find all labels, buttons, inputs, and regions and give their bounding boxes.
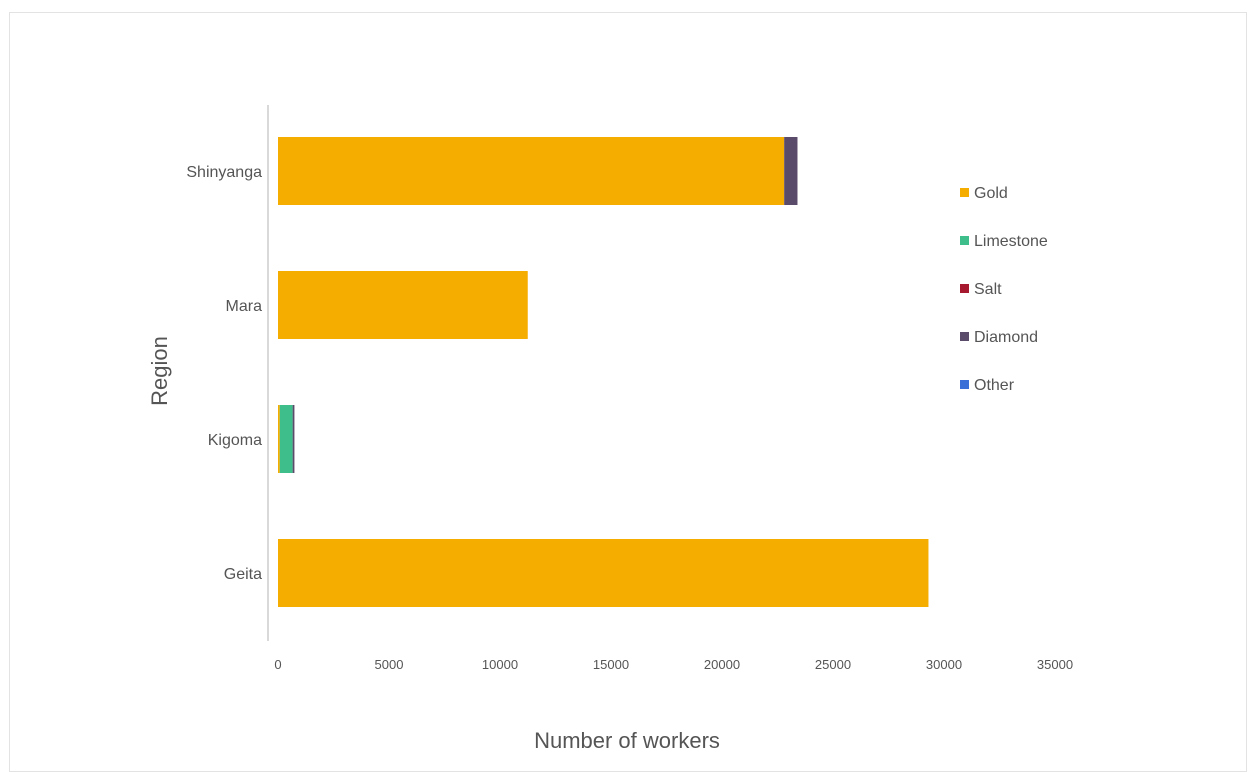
legend-swatch-diamond bbox=[960, 332, 969, 341]
y-axis-title: Region bbox=[147, 336, 172, 406]
legend-swatch-salt bbox=[960, 284, 969, 293]
legend-swatch-gold bbox=[960, 188, 969, 197]
x-tick-label: 30000 bbox=[926, 657, 962, 672]
y-category-labels: Shinyanga Mara Kigoma Geita bbox=[186, 164, 262, 583]
x-tick-label: 35000 bbox=[1037, 657, 1073, 672]
legend-label-limestone: Limestone bbox=[974, 233, 1048, 250]
bar-mara-gold bbox=[278, 271, 528, 339]
bar-geita-gold bbox=[278, 539, 929, 607]
x-tick-label: 5000 bbox=[375, 657, 404, 672]
bars-layer bbox=[278, 137, 929, 607]
legend-label-diamond: Diamond bbox=[974, 329, 1038, 346]
y-category-label: Geita bbox=[224, 566, 262, 583]
legend-label-salt: Salt bbox=[974, 281, 1002, 298]
chart-frame: 0 5000 10000 15000 20000 25000 30000 35000 Shin… bbox=[9, 12, 1247, 772]
x-tick-label: 20000 bbox=[704, 657, 740, 672]
y-category-label: Kigoma bbox=[208, 432, 262, 449]
x-tick-label: 0 bbox=[274, 657, 281, 672]
x-tick-labels: 0 5000 10000 15000 20000 25000 30000 35000 bbox=[274, 657, 1073, 672]
y-category-label: Mara bbox=[226, 298, 263, 315]
bar-shinyanga-gold bbox=[278, 137, 785, 205]
bar-kigoma-diamond bbox=[292, 405, 295, 473]
x-tick-label: 10000 bbox=[482, 657, 518, 672]
x-tick-label: 15000 bbox=[593, 657, 629, 672]
legend: Gold Limestone Salt Diamond Other bbox=[960, 185, 1048, 394]
stacked-bar-chart: 0 5000 10000 15000 20000 25000 30000 35000 Shin… bbox=[147, 105, 1073, 753]
bar-kigoma-gold bbox=[278, 405, 280, 473]
legend-swatch-other bbox=[960, 380, 969, 389]
bar-kigoma-limestone bbox=[279, 405, 293, 473]
legend-swatch-limestone bbox=[960, 236, 969, 245]
x-axis-title: Number of workers bbox=[534, 728, 720, 753]
y-category-label: Shinyanga bbox=[186, 164, 262, 181]
x-tick-label: 25000 bbox=[815, 657, 851, 672]
bar-shinyanga-diamond bbox=[784, 137, 798, 205]
legend-label-other: Other bbox=[974, 377, 1015, 394]
legend-label-gold: Gold bbox=[974, 185, 1008, 202]
